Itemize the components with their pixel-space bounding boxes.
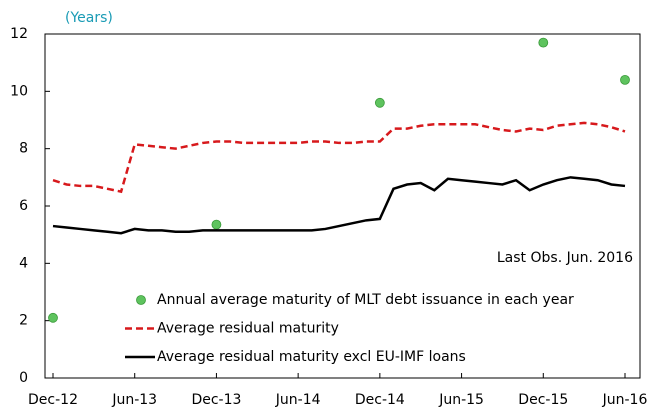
y-tick-label: 8 xyxy=(19,141,28,157)
legend-marker xyxy=(136,295,146,305)
y-tick-label: 4 xyxy=(19,255,28,271)
annotation: Last Obs. Jun. 2016 xyxy=(497,250,633,266)
line xyxy=(52,176,626,235)
point xyxy=(374,97,385,108)
x-tick-label: Dec-12 xyxy=(28,392,78,408)
point xyxy=(211,219,222,230)
x-tick-label: Jun-15 xyxy=(438,392,484,408)
y-tick-label: 2 xyxy=(19,313,28,329)
legend-label: Average residual maturity xyxy=(157,321,339,337)
point xyxy=(48,312,58,323)
x-tick-label: Dec-15 xyxy=(518,392,568,408)
plot-frame xyxy=(44,33,641,379)
y-tick-label: 6 xyxy=(19,198,28,214)
y-tick-label: 10 xyxy=(10,83,28,99)
point xyxy=(538,37,549,48)
line xyxy=(52,121,626,194)
y-tick-label: 0 xyxy=(19,370,28,386)
x-tick-label: Dec-13 xyxy=(191,392,241,408)
subtitle: (Years) xyxy=(65,10,113,26)
point xyxy=(620,74,630,85)
x-tick-label: Jun-14 xyxy=(275,392,321,408)
x-tick-label: Jun-16 xyxy=(602,392,648,408)
x-tick-label: Dec-14 xyxy=(355,392,405,408)
y-tick-label: 12 xyxy=(10,26,28,42)
x-tick-label: Jun-13 xyxy=(111,392,157,408)
legend-label: Annual average maturity of MLT debt issu… xyxy=(157,292,574,308)
legend-label: Average residual maturity excl EU-IMF lo… xyxy=(157,349,466,365)
